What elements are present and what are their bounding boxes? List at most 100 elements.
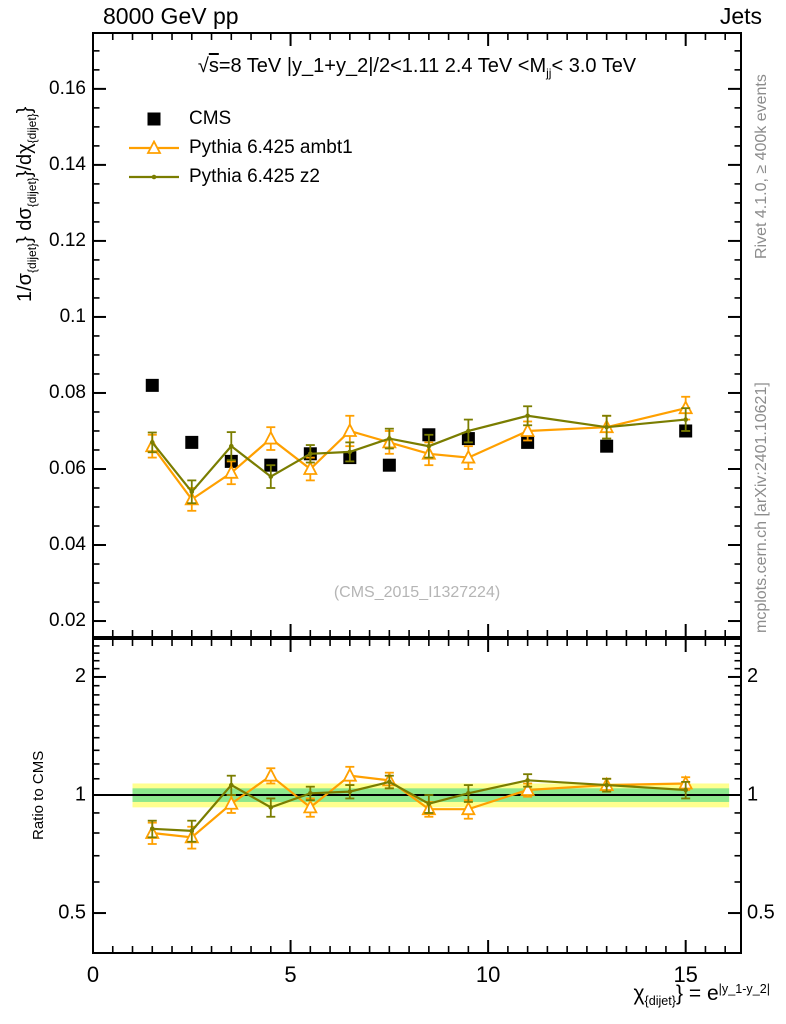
x-tick-label: 10 [476, 962, 500, 987]
dot-marker-icon [426, 443, 432, 449]
legend-item-cms: CMS [128, 104, 353, 133]
beam-energy-label: 8000 GeV pp [103, 3, 239, 29]
square-marker-icon [521, 435, 535, 449]
text-part: =8 TeV |y_1+y_2|/2<1.11 2.4 TeV <M [218, 55, 547, 77]
tick-labels: 0.02 0.04 0.06 0.08 0.1 0.12 0.14 0.16 0.5 0.5 1 1 2… [49, 78, 775, 987]
x-tick-label: 15 [673, 962, 697, 987]
triangle-marker-icon [342, 767, 358, 782]
dot-marker-icon [228, 782, 234, 788]
y-tick-label: 0.16 [49, 78, 86, 99]
legend-item-label: Pythia 6.425 ambt1 [189, 136, 353, 158]
ratio-tick-label-right: 2 [747, 665, 758, 687]
ratio-tick-label-left: 2 [75, 665, 86, 687]
y-tick-label: 0.14 [49, 154, 86, 175]
ratio-tick-label-right: 1 [747, 783, 758, 805]
dot-marker-icon [347, 789, 353, 794]
legend-item-z2: Pythia 6.425 z2 [128, 162, 353, 191]
triangle-marker-icon [342, 422, 358, 437]
text-part: {dijet} [24, 177, 39, 208]
dot-marker-icon [683, 787, 688, 793]
text-part: } = e [676, 982, 719, 1005]
y-tick-label: 0.12 [49, 230, 86, 251]
triangle-marker-icon [263, 767, 279, 782]
z2-line [152, 779, 686, 833]
triangle-marker-icon [263, 430, 279, 445]
triangle-legend-marker [129, 139, 179, 154]
dot-marker-icon [308, 791, 313, 796]
dot-marker-icon [228, 443, 234, 449]
y-tick-label: 0.06 [49, 458, 86, 479]
rivet-version-note: Rivet 4.1.0, ≥ 400k events [753, 74, 770, 259]
triangle-marker-icon [520, 781, 536, 796]
text-part: jj [546, 65, 552, 80]
dot-marker-icon [426, 801, 432, 807]
triangle-marker-icon [302, 798, 318, 814]
main-series-z2 [147, 405, 691, 505]
dot-marker-icon [151, 174, 157, 179]
dot-marker-icon [308, 451, 313, 457]
square-marker-icon [185, 435, 199, 449]
square-marker-icon [147, 112, 161, 125]
axis-ticks [92, 33, 741, 953]
analysis-id-watermark: (CMS_2015_I1327224) [333, 584, 501, 601]
text-part: < 3.0 TeV [551, 55, 637, 77]
dot-marker-icon [387, 436, 392, 441]
mcplots-attribution-note: mcplots.cern.ch [arXiv:2401.10621] [753, 382, 770, 633]
dot-marker-icon [149, 826, 155, 832]
ratio-series-z2 [147, 773, 691, 843]
text-part: χ [633, 982, 645, 1005]
text-part: s [208, 55, 219, 77]
ratio-axis-title: Ratio to CMS [30, 750, 47, 840]
triangle-marker-icon [223, 464, 239, 479]
x-tick-label: 5 [284, 962, 296, 987]
legend-item-label: CMS [189, 107, 232, 129]
ratio-tick-label-left: 1 [75, 783, 86, 805]
triangle-marker-icon [146, 139, 162, 154]
text-part: √ [197, 55, 209, 77]
dot-marker-icon [347, 449, 353, 455]
analysis-topic-label: Jets [719, 3, 762, 29]
legend-item-ambt1: Pythia 6.425 ambt1 [128, 133, 353, 162]
square-marker-icon [145, 378, 159, 392]
square-marker-icon [382, 458, 396, 472]
main-series-ambt1 [144, 395, 694, 512]
triangle-marker-icon [302, 460, 318, 475]
dot-marker-icon [525, 778, 530, 783]
legend: CMS Pythia 6.425 ambt1 Pythia 6.425 z2 [128, 104, 353, 191]
x-tick-label: 0 [87, 962, 99, 987]
x-axis-title: χ{dijet}} = e|y_1-y_2| [633, 982, 770, 1009]
dot-marker-icon [604, 424, 609, 430]
y-tick-label: 0.04 [49, 534, 86, 555]
y-tick-label: 0.08 [49, 382, 86, 403]
text-part: {dijet} [644, 994, 676, 1009]
dot-legend-marker [129, 174, 179, 179]
dot-marker-icon [604, 782, 609, 788]
square-legend-marker [147, 112, 161, 125]
ratio-tick-label-right: 0.5 [747, 901, 775, 923]
dot-marker-icon [466, 791, 471, 796]
y-tick-label: 0.02 [49, 610, 86, 631]
triangle-marker-icon [460, 449, 476, 464]
dot-marker-icon [149, 440, 155, 445]
y-tick-label: 0.1 [60, 306, 86, 327]
dot-marker-icon [189, 828, 195, 834]
z2-line [151, 414, 686, 494]
square-marker-icon [600, 439, 614, 453]
text-part: {dijet} [24, 242, 39, 273]
text-part: }/dχ [14, 143, 36, 178]
text-part: |y_1-y_2| [718, 982, 770, 997]
triangle-marker-icon [460, 800, 476, 816]
plot-title: √s=8 TeV |y_1+y_2|/2<1.11 2.4 TeV <Mjj< … [93, 55, 741, 80]
main-panel-frame [92, 32, 742, 638]
dot-marker-icon [387, 779, 392, 785]
text-part: 1/σ [14, 272, 36, 302]
dot-marker-icon [189, 489, 195, 495]
dot-marker-icon [683, 417, 688, 422]
dot-marker-icon [466, 428, 471, 434]
triangle-marker-icon [223, 795, 239, 810]
dot-marker-icon [268, 474, 274, 479]
legend-item-label: Pythia 6.425 z2 [189, 165, 320, 187]
y-axis-title: 1/σ{dijet}} dσ{dijet}}/dχ{dijet}} [14, 107, 39, 302]
dot-marker-icon [268, 805, 274, 810]
